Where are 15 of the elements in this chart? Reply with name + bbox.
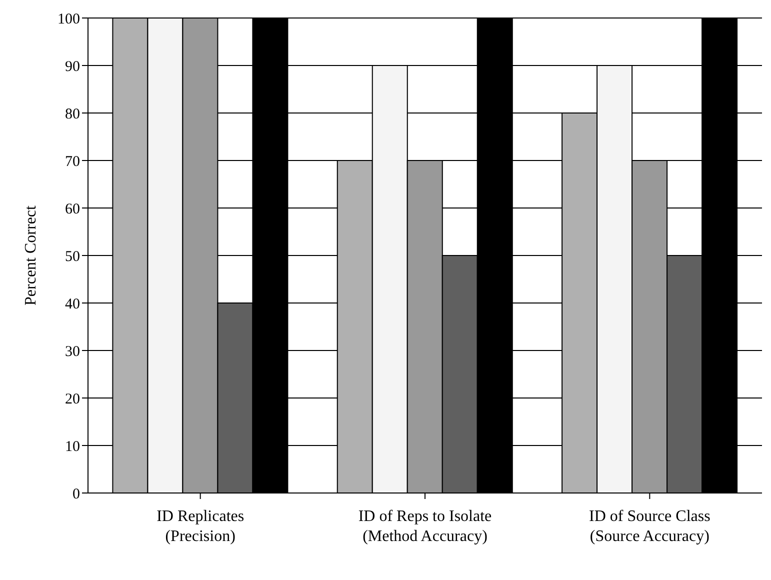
y-tick-label: 50 [65,248,80,265]
y-axis-title: Percent Correct [22,204,40,306]
y-tick-label: 40 [65,296,80,312]
y-tick-label: 60 [65,201,80,218]
y-tick-label: 20 [65,391,80,408]
y-tick-label: 70 [65,154,80,170]
y-tick-label: 0 [72,486,80,502]
x-tick-label: ID of Source Class (Source Accuracy) [589,508,710,545]
x-tick-label: ID of Reps to Isolate (Method Accuracy) [358,508,492,545]
x-tick-label: ID Replicates (Precision) [156,508,244,545]
y-tick-label: 10 [65,438,80,455]
y-tick-label: 100 [58,11,80,28]
y-tick-label: 30 [65,344,80,360]
y-tick-label: 80 [65,106,80,122]
y-tick-label: 90 [65,58,80,75]
